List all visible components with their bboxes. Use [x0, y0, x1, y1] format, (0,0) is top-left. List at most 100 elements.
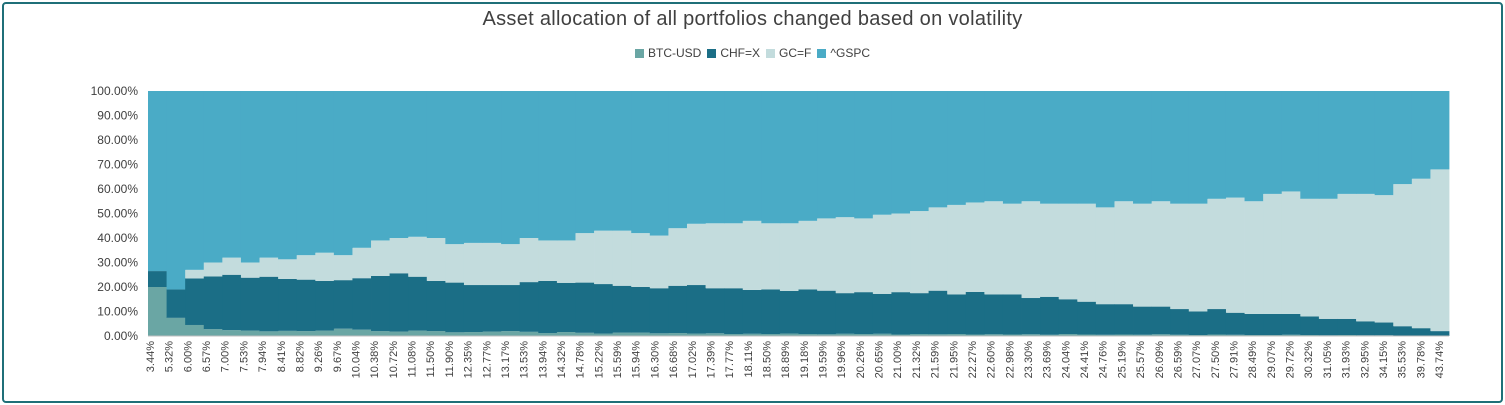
y-tick-label: 80.00% — [97, 133, 138, 147]
bar-segment-gcf — [705, 223, 725, 289]
bar-segment-gcf — [1244, 201, 1264, 314]
x-tick-label: 8.82% — [294, 341, 306, 372]
bar-segment-gspc — [724, 91, 744, 224]
legend-swatch-chf — [707, 48, 717, 58]
bar-segment-btcusd — [1040, 334, 1060, 336]
x-tick-label: 25.19% — [1116, 341, 1128, 379]
bar-segment-gspc — [742, 91, 762, 221]
y-tick-label: 40.00% — [97, 231, 138, 245]
bar-segment-btcusd — [203, 329, 223, 336]
x-tick-label: 5.32% — [164, 341, 176, 372]
x-tick-label: 18.89% — [780, 341, 792, 379]
bar-segment-gcf — [445, 244, 465, 283]
bar-segment-chfx — [984, 294, 1004, 335]
x-tick-label: 21.00% — [892, 341, 904, 379]
x-tick-label: 9.67% — [332, 341, 344, 372]
bar-segment-btcusd — [1002, 334, 1022, 336]
x-tick-label: 6.57% — [201, 341, 213, 372]
bar-segment-gcf — [1300, 198, 1320, 317]
x-tick-label: 13.94% — [537, 341, 549, 379]
x-tick-label: 18.11% — [743, 341, 755, 378]
bar-segment-gcf — [333, 255, 353, 281]
bar-segment-btcusd — [1281, 334, 1301, 336]
bar-segment-gcf — [1077, 203, 1097, 302]
bar-segment-gcf — [1058, 203, 1078, 300]
bar-segment-chfx — [1300, 316, 1320, 336]
bar-segment-gcf — [222, 257, 242, 275]
bar-segment-chfx — [259, 276, 279, 332]
bar-segment-chfx — [333, 280, 353, 329]
x-tick-label: 24.41% — [1079, 341, 1091, 379]
bar-segment-gspc — [371, 91, 391, 241]
bar-segment-btcusd — [352, 329, 372, 336]
bar-segment-gcf — [519, 238, 539, 283]
bar-segment-btcusd — [779, 333, 799, 336]
x-tick-label: 7.00% — [220, 341, 232, 372]
bar-segment-chfx — [649, 288, 669, 334]
bar-segment-chfx — [686, 285, 706, 334]
bar-segment-gspc — [1170, 91, 1190, 204]
bar-segment-gcf — [426, 238, 446, 281]
bar-segment-gcf — [668, 228, 688, 286]
x-tick-label: 19.59% — [818, 341, 830, 379]
bar-segment-btcusd — [296, 331, 316, 336]
bar-segment-chfx — [947, 294, 967, 335]
x-tick-label: 24.76% — [1098, 341, 1110, 379]
bar-segment-chfx — [1170, 309, 1190, 335]
bar-segment-btcusd — [222, 330, 242, 336]
x-tick-label: 17.02% — [687, 341, 699, 379]
bar-segment-btcusd — [854, 334, 874, 336]
bar-segment-btcusd — [928, 334, 948, 336]
x-tick-label: 10.38% — [369, 341, 381, 379]
bar-segment-gcf — [1114, 201, 1134, 305]
bar-segment-gspc — [612, 91, 632, 231]
bar-segment-gspc — [575, 91, 595, 234]
bar-segment-gspc — [798, 91, 818, 221]
bar-segment-gspc — [928, 91, 948, 208]
bar-segment-gspc — [761, 91, 781, 224]
bar-segment-btcusd — [575, 332, 595, 336]
bar-segment-chfx — [631, 287, 651, 333]
bar-segment-chfx — [910, 293, 929, 335]
bar-segment-gcf — [463, 242, 483, 286]
legend-swatch-sp500 — [817, 48, 827, 58]
x-tick-label: 17.39% — [705, 341, 717, 379]
bar-segment-gcf — [408, 236, 428, 277]
legend-swatch-btc — [634, 48, 644, 58]
bar-segment-gspc — [1430, 91, 1450, 170]
bar-segment-gcf — [594, 230, 614, 285]
bar-segment-gcf — [1430, 169, 1450, 332]
x-tick-label: 31.05% — [1322, 341, 1334, 379]
bar-segment-gcf — [724, 223, 744, 289]
chart-legend: BTC-USD CHF=X GC=F ^GSPC — [4, 46, 1501, 60]
bar-segment-gcf — [278, 259, 298, 279]
bar-segment-gspc — [240, 91, 260, 263]
bar-segment-gcf — [612, 230, 632, 286]
bar-segment-btcusd — [371, 331, 391, 336]
bar-segment-btcusd — [1170, 334, 1190, 336]
x-tick-label: 22.98% — [1004, 341, 1016, 379]
x-tick-label: 15.22% — [593, 341, 605, 379]
bar-segment-chfx — [1318, 318, 1338, 336]
bar-segment-gspc — [445, 91, 465, 245]
y-tick-label: 10.00% — [97, 305, 138, 319]
x-tick-label: 26.59% — [1173, 341, 1185, 379]
bar-segment-gcf — [1207, 198, 1227, 310]
legend-label-gold: GC=F — [779, 46, 812, 60]
y-tick-label: 30.00% — [97, 256, 138, 270]
y-tick-label: 70.00% — [97, 158, 138, 172]
bar-segment-btcusd — [947, 334, 967, 336]
bar-segment-gcf — [1151, 201, 1171, 307]
bar-segment-gspc — [1393, 91, 1413, 185]
y-tick-label: 50.00% — [97, 207, 138, 221]
bar-segment-chfx — [724, 288, 744, 335]
x-tick-label: 19.18% — [799, 341, 811, 379]
bar-segment-gcf — [817, 218, 837, 291]
bar-segment-chfx — [1040, 296, 1060, 335]
bar-segment-chfx — [296, 279, 316, 332]
bar-segment-gspc — [965, 91, 985, 203]
bar-segment-chfx — [1095, 304, 1115, 335]
bar-segment-gcf — [1188, 203, 1208, 312]
bar-segment-gspc — [389, 91, 409, 238]
bar-segment-chfx — [705, 288, 725, 334]
